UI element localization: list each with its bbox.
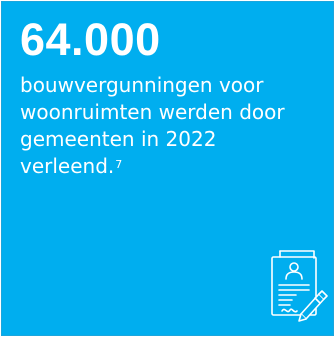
description-line: bouwvergunningen voor bbox=[20, 73, 264, 97]
description-line: woonruimten werden door bbox=[20, 100, 285, 124]
signed-document-icon bbox=[271, 250, 328, 322]
stat-description: bouwvergunningen voor woonruimten werden… bbox=[20, 72, 325, 180]
description-line: gemeenten in 2022 bbox=[20, 127, 217, 151]
description-line-last: verleend.7 bbox=[20, 153, 325, 180]
description-line-text: verleend. bbox=[20, 154, 115, 178]
stat-number: 64.000 bbox=[20, 14, 161, 65]
footnote-marker: 7 bbox=[115, 158, 123, 171]
